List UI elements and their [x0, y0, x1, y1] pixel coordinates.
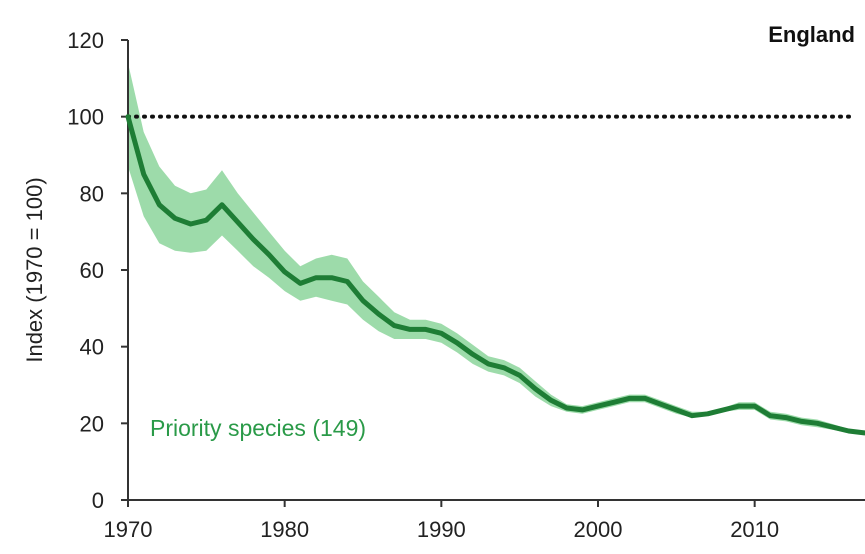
series-label: Priority species (149): [150, 415, 366, 441]
x-tick-label: 2010: [730, 517, 779, 542]
series-line-layer: [125, 114, 865, 436]
y-tick-label: 20: [80, 411, 104, 436]
y-tick-label: 80: [80, 181, 104, 206]
x-tick-label: 1970: [104, 517, 153, 542]
x-tick-label: 1980: [260, 517, 309, 542]
y-tick-label: 0: [92, 488, 104, 513]
y-axis-title: Index (1970 = 100): [22, 177, 47, 362]
region-label: England: [768, 22, 855, 47]
confidence-band-layer: [128, 63, 865, 435]
y-tick-label: 60: [80, 258, 104, 283]
axes-layer: 0 20 40 60 80 100 120 1970 1980 1990 2000 2010: [67, 28, 865, 542]
y-tick-label: 100: [67, 105, 104, 130]
series-line-priority-species: [125, 114, 865, 436]
y-tick-label: 120: [67, 28, 104, 53]
confidence-band: [128, 63, 865, 435]
y-tick-label: 40: [80, 335, 104, 360]
x-tick-label: 2000: [574, 517, 623, 542]
x-tick-label: 1990: [417, 517, 466, 542]
